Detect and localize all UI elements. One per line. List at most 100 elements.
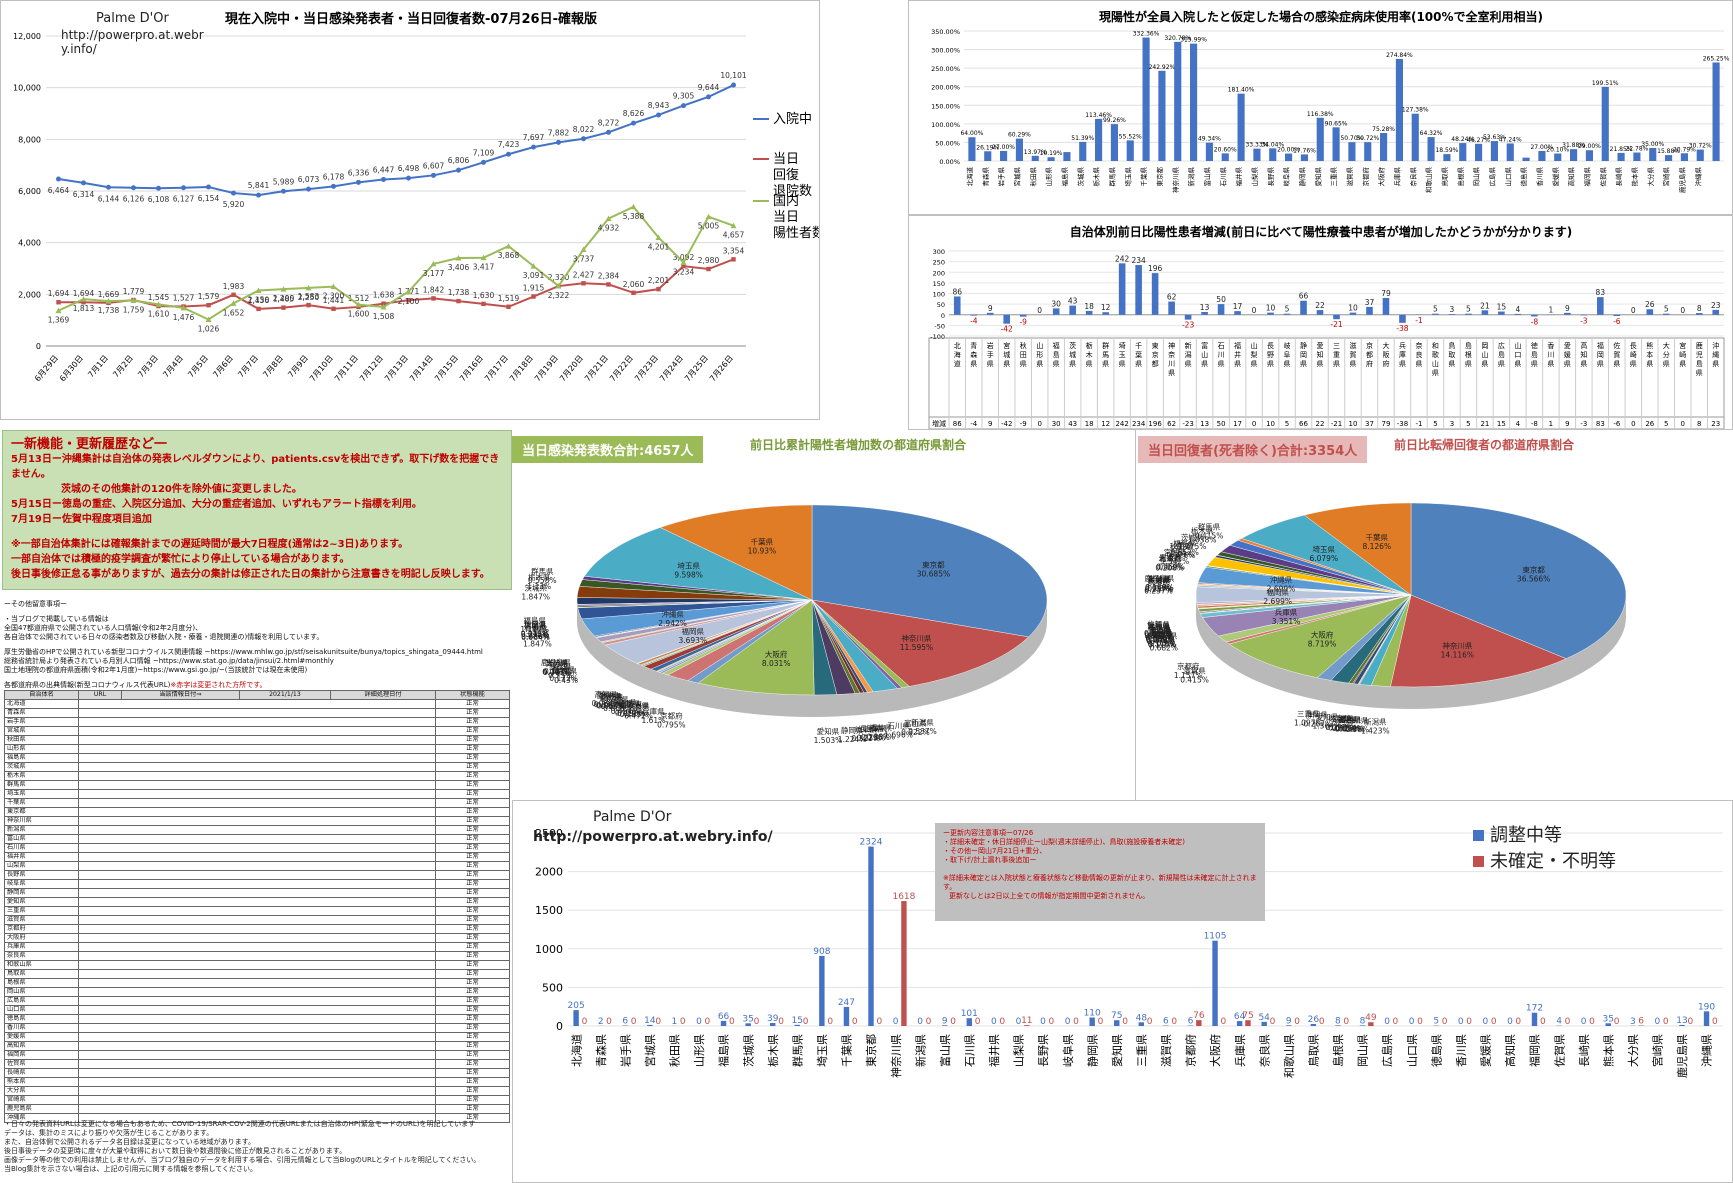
table-cell: 13 xyxy=(1200,420,1209,428)
data-label: 75.28% xyxy=(1372,126,1395,133)
slice-label: 東京都 30.685% xyxy=(917,559,950,578)
table-cell: 熊本県 xyxy=(3,1077,80,1087)
y-tick-label: 10,000 xyxy=(13,84,41,93)
data-label: 6 xyxy=(1188,1017,1194,1027)
table-cell: 福岡県 xyxy=(3,1050,80,1060)
table-row: 秋田県 正常 xyxy=(3,735,511,745)
footnote: 当Blog集計を示さない場合は、上記の引用元に関する情報を参照してください。 xyxy=(4,1165,258,1173)
data-point xyxy=(206,184,211,190)
bar xyxy=(986,312,994,315)
table-row: 新潟県 正常 xyxy=(3,825,511,835)
table-cell xyxy=(78,1104,436,1114)
table-cell xyxy=(78,771,436,781)
table-row: 滋賀県 正常 xyxy=(3,915,511,925)
bar xyxy=(1601,86,1609,161)
data-label: 9 xyxy=(1286,1016,1292,1026)
y-tick-label: 200 xyxy=(933,269,945,277)
status-cell: 正常 xyxy=(434,1086,511,1096)
table-cell: 242 xyxy=(1115,420,1128,428)
slice-label: 山形県 0.03% xyxy=(1170,540,1194,559)
slice-label: 大分県 0.107% xyxy=(543,658,572,677)
data-label: 234 xyxy=(1131,256,1146,265)
pie-slice xyxy=(811,504,1048,638)
data-label: 1,738 xyxy=(448,288,470,297)
slice-label: 山梨県 0.326% xyxy=(1332,714,1361,733)
x-tick-label: 神奈川県 xyxy=(1168,341,1175,377)
table-cell: -3 xyxy=(1580,420,1587,428)
table-cell: -23 xyxy=(1182,420,1193,428)
x-tick-label: 岩手県 xyxy=(987,341,994,368)
x-tick-label: 福井県 xyxy=(1234,167,1243,187)
bar xyxy=(1085,310,1093,315)
x-tick-label: 福島県 xyxy=(717,1034,731,1067)
table-cell: 5 xyxy=(1664,420,1668,428)
table-cell xyxy=(78,933,436,943)
table-cell: 9 xyxy=(1565,420,1569,428)
x-tick-label: 富山県 xyxy=(938,1034,952,1067)
status-cell: 正常 xyxy=(434,780,511,790)
status-cell: 正常 xyxy=(434,942,511,952)
table-row: 徳島県 正常 xyxy=(3,1014,511,1024)
data-label: 64.00% xyxy=(960,130,983,137)
bar xyxy=(1151,273,1159,315)
data-point xyxy=(506,151,511,157)
table-row: 富山県 正常 xyxy=(3,834,511,844)
data-label: 1 xyxy=(1548,306,1553,315)
table-cell xyxy=(78,807,436,817)
caution-line: 更新なしとは2日以上全ての情報が指定期間中更新されません。 xyxy=(949,892,1150,900)
data-table-border xyxy=(928,337,1725,429)
x-tick-label: 福井県 xyxy=(987,1034,1001,1067)
x-tick-label: 秋田県 xyxy=(1028,167,1037,187)
bar xyxy=(1427,137,1435,161)
data-label: 2,250 xyxy=(298,293,320,302)
table-header: 当該情報日付⇒ xyxy=(121,690,240,700)
slice-label: 和歌山県 0.119% xyxy=(1147,631,1177,650)
data-label: 0 xyxy=(827,1017,833,1027)
table-cell: 5 xyxy=(1285,420,1289,428)
data-label: 15 xyxy=(792,1016,803,1026)
status-cell: 正常 xyxy=(434,717,511,727)
data-point xyxy=(656,286,661,292)
y-tick-label: 12,000 xyxy=(13,32,41,41)
status-cell: 正常 xyxy=(434,870,511,880)
x-tick-label: 栃木県 xyxy=(1092,167,1101,187)
x-tick-label: 愛媛県 xyxy=(1551,167,1560,187)
table-cell: 岐阜県 xyxy=(3,879,80,889)
line-chart: 現在入院中・当日感染発表者・当日回復者数-07月26日-確報版 0 2,000 4,0… xyxy=(13,11,819,383)
legend-label: 当日回復退院数 xyxy=(773,152,812,199)
data-label: 190 xyxy=(1698,1002,1715,1012)
data-label: 29.00% xyxy=(1578,143,1601,150)
table-cell xyxy=(78,1005,436,1015)
table-cell: 千葉県 xyxy=(3,798,80,808)
x-tick-label: 三重県 xyxy=(1330,167,1338,187)
table-cell: 0 xyxy=(1037,420,1041,428)
x-tick-label: 香川県 xyxy=(1455,1034,1468,1067)
table-cell: 高知県 xyxy=(3,1041,80,1051)
legend-item: 未確定・不明等 xyxy=(1473,849,1616,875)
data-label: 66 xyxy=(718,1012,730,1022)
data-label: 101 xyxy=(961,1009,978,1019)
misc-notes: ーその他留意事項ー ・当ブログで掲載している情報は 全国47都道府県で公開されて… xyxy=(3,600,511,1123)
x-tick-label: 和歌山県 xyxy=(1282,1034,1296,1078)
data-point xyxy=(406,175,411,181)
data-point xyxy=(580,246,587,252)
x-tick-label: 熊本県 xyxy=(1630,167,1639,187)
bar xyxy=(1135,265,1142,315)
table-cell xyxy=(78,870,436,880)
data-label: 0 xyxy=(1147,1017,1153,1027)
data-label: 0 xyxy=(1049,1017,1055,1027)
data-point xyxy=(306,186,311,192)
table-cell: 12 xyxy=(1101,420,1110,428)
data-label: 18 xyxy=(1084,302,1094,311)
data-label: 3,417 xyxy=(473,263,495,272)
data-label: 2,322 xyxy=(548,291,570,300)
slice-label: 新潟県 1.423% xyxy=(1361,716,1390,735)
data-label: 1,842 xyxy=(423,285,445,294)
y-tick-label: 6,000 xyxy=(18,187,41,196)
slice-label: 秋田県 0.326% xyxy=(1167,541,1196,560)
data-label: 0 xyxy=(1663,1017,1669,1027)
x-tick-label: 広島県 xyxy=(1380,1034,1394,1067)
data-label: 1,441 xyxy=(323,296,345,305)
x-tick-label: 神奈川県 xyxy=(1171,167,1180,194)
data-point xyxy=(205,316,212,322)
